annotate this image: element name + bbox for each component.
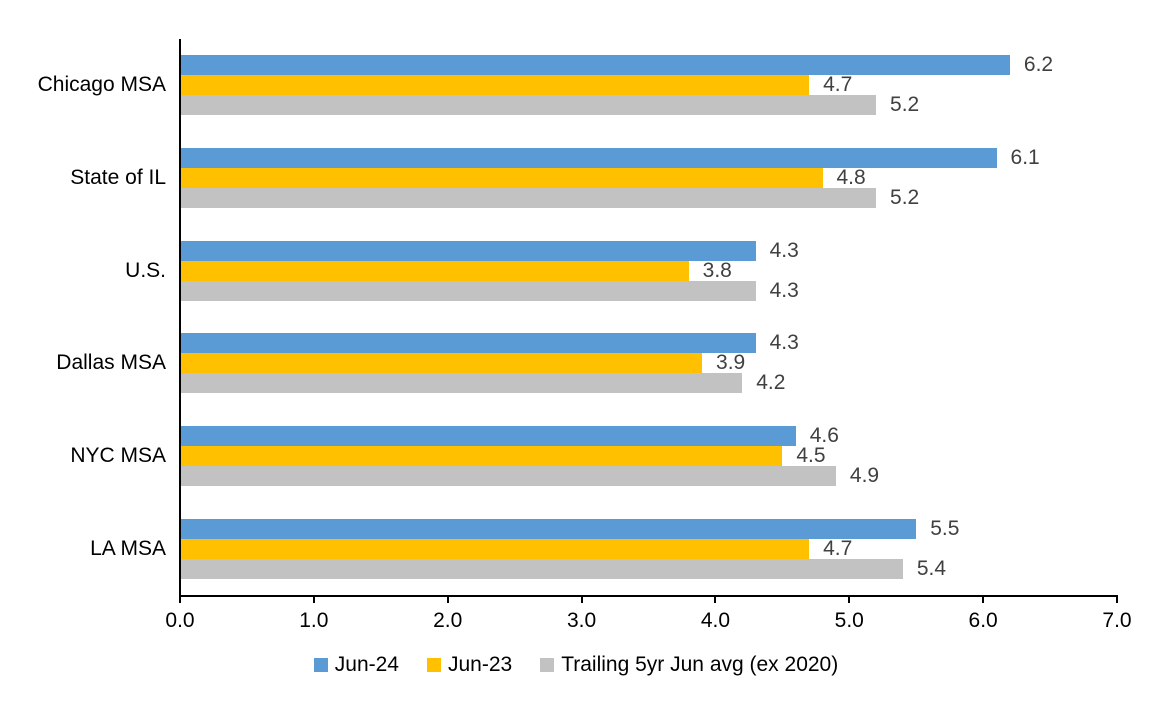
bar-segment xyxy=(180,280,756,301)
x-axis-tick-label: 7.0 xyxy=(1102,609,1132,632)
bar-value-label: 6.1 xyxy=(1010,146,1040,169)
legend-swatch-jun-23-icon xyxy=(426,658,441,672)
bar-value-label: 4.7 xyxy=(823,73,853,97)
bar-segment xyxy=(180,75,810,96)
bar-value-label: 4.3 xyxy=(769,331,799,355)
bar-value-label: 4.2 xyxy=(756,371,786,395)
y-axis-line xyxy=(179,39,181,597)
x-axis-tick xyxy=(714,597,717,603)
bar-segment xyxy=(180,426,796,446)
bar-segment xyxy=(180,558,903,579)
bar-segment xyxy=(180,240,756,261)
x-axis-tick xyxy=(1116,597,1118,603)
bar-segment xyxy=(180,446,783,466)
legend-label: Trailing 5yr Jun avg (ex 2020) xyxy=(561,653,839,676)
bar-value-label: 3.8 xyxy=(702,258,732,282)
category-axis: Chicago MSA State of IL U.S. Dallas MSA NYC … xyxy=(0,39,166,595)
legend-item-jun-24: Jun-24 xyxy=(313,653,399,677)
legend: Jun-24 Jun-23 Trailing 5yr Jun avg (ex 2… xyxy=(0,650,1152,680)
x-axis-tick-label: 6.0 xyxy=(968,609,998,632)
bar-value-label: 4.3 xyxy=(769,278,799,302)
bar-segment xyxy=(180,168,823,188)
category-label: Dallas MSA xyxy=(56,351,166,375)
x-axis-tick-label: 0.0 xyxy=(165,609,195,632)
bar-segment xyxy=(180,373,743,394)
bar-value-label: 5.2 xyxy=(890,93,920,117)
bar-segment xyxy=(180,538,810,559)
legend-item-jun-23: Jun-23 xyxy=(426,653,513,677)
x-axis-tick-label: 2.0 xyxy=(433,609,463,632)
category-label: Chicago MSA xyxy=(37,73,166,97)
x-axis-tick xyxy=(982,597,985,603)
bar-value-label: 6.2 xyxy=(1023,53,1054,77)
x-axis-tick xyxy=(580,597,583,603)
legend-label: Jun-24 xyxy=(334,653,399,676)
x-axis-tick-label: 1.0 xyxy=(299,609,329,632)
category-label: State of IL xyxy=(70,165,166,189)
legend-label: Jun-23 xyxy=(447,653,513,676)
bar-segment xyxy=(180,95,877,116)
legend-swatch-trailing-avg-icon xyxy=(540,658,555,672)
plot-area: 6.2 4.7 5.2 6.1 4.8 5.2 4.3 3.8 4.3 4.3 3.9 4.2 4.6 4… xyxy=(180,39,1117,595)
bar-value-label: 4.6 xyxy=(809,424,839,447)
legend-swatch-jun-24-icon xyxy=(313,658,328,672)
bar-value-label: 5.5 xyxy=(930,516,960,540)
bar-value-label: 4.9 xyxy=(849,464,880,487)
bar-segment xyxy=(180,353,703,374)
x-axis-tick-label: 4.0 xyxy=(700,609,731,632)
bar-segment xyxy=(180,260,689,281)
category-label: NYC MSA xyxy=(70,443,166,467)
bar-segment xyxy=(180,55,1010,76)
x-axis-line xyxy=(179,595,1118,597)
legend-item-trailing-avg: Trailing 5yr Jun avg (ex 2020) xyxy=(540,653,838,677)
bar-segment xyxy=(180,188,877,208)
category-label: U.S. xyxy=(125,258,166,282)
x-axis-tick xyxy=(312,597,315,603)
bar-value-label: 4.5 xyxy=(796,444,826,467)
bar-segment xyxy=(180,333,756,354)
x-axis-tick-label: 5.0 xyxy=(834,609,864,632)
x-axis-tick xyxy=(446,597,449,603)
bar-value-label: 4.3 xyxy=(769,238,799,262)
bar-value-label: 5.4 xyxy=(916,556,947,580)
bar-segment xyxy=(180,148,997,168)
bar-value-label: 4.7 xyxy=(823,536,853,560)
bar-value-label: 3.9 xyxy=(716,351,746,375)
x-axis-tick xyxy=(848,597,851,603)
bar-value-label: 4.8 xyxy=(836,166,866,189)
bar-value-label: 5.2 xyxy=(890,186,920,209)
bar-segment xyxy=(180,466,836,486)
x-axis-tick xyxy=(179,597,181,603)
bar-segment xyxy=(180,518,917,539)
x-axis-tick-label: 3.0 xyxy=(566,609,597,632)
category-label: LA MSA xyxy=(90,536,166,560)
